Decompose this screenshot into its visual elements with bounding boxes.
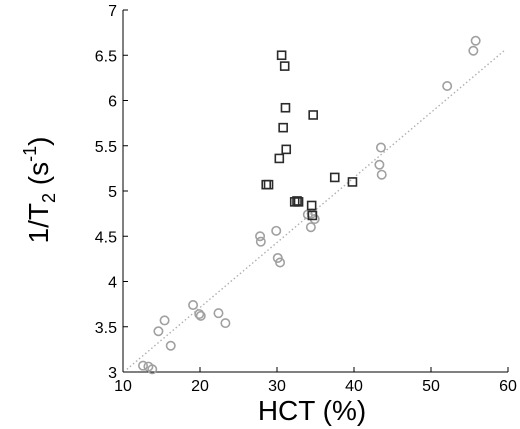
y-tick-label: 3 bbox=[108, 365, 117, 382]
y-tick-label: 5.5 bbox=[95, 139, 117, 156]
x-axis-title: HCT (%) bbox=[258, 395, 366, 426]
square-point bbox=[278, 122, 288, 133]
square-point bbox=[329, 172, 340, 183]
circle-point bbox=[468, 45, 479, 56]
circle-point bbox=[255, 231, 266, 242]
square-point bbox=[280, 102, 291, 113]
circle-point bbox=[376, 169, 387, 180]
x-tick-label: 40 bbox=[345, 378, 363, 395]
y-tick-label: 7 bbox=[108, 3, 117, 20]
data-points bbox=[138, 35, 481, 375]
y-tick-label: 4.5 bbox=[95, 229, 117, 246]
square-point bbox=[261, 179, 272, 190]
x-tick-label: 10 bbox=[114, 378, 132, 395]
square-point bbox=[292, 196, 302, 206]
circle-point bbox=[159, 315, 170, 326]
circle-point bbox=[195, 310, 206, 321]
y-axis-title-unit-close: ) bbox=[23, 137, 54, 146]
circle-point bbox=[188, 300, 199, 311]
circle-point bbox=[470, 35, 481, 46]
y-tick-label: 3.5 bbox=[95, 320, 117, 337]
circle-point bbox=[305, 222, 316, 233]
circle-point bbox=[271, 225, 282, 236]
y-axis-title: 1/T2 (s-1) bbox=[20, 137, 59, 244]
x-ticks: 10 20 30 40 50 60 bbox=[114, 367, 517, 395]
square-point bbox=[347, 177, 358, 187]
circle-point bbox=[165, 340, 176, 351]
circle-point bbox=[194, 309, 205, 320]
circle-point bbox=[255, 236, 266, 247]
y-axis-title-subscript: 2 bbox=[39, 193, 59, 203]
y-ticks: 3 3.5 4 4.5 5 5.5 6 6.5 7 bbox=[95, 3, 128, 382]
x-tick-label: 50 bbox=[422, 378, 440, 395]
circle-point bbox=[138, 360, 149, 371]
square-point bbox=[263, 179, 274, 190]
circle-point bbox=[147, 364, 158, 375]
circle-point bbox=[374, 159, 385, 170]
y-tick-label: 6.5 bbox=[95, 48, 117, 65]
square-point bbox=[276, 50, 287, 61]
square-point bbox=[306, 200, 317, 211]
square-point bbox=[281, 144, 292, 155]
square-point bbox=[307, 210, 318, 221]
y-axis-title-superscript: -1 bbox=[20, 146, 40, 162]
circle-point bbox=[213, 308, 224, 319]
circle-point bbox=[375, 142, 386, 153]
circle-point bbox=[220, 318, 231, 329]
y-tick-label: 5 bbox=[108, 184, 117, 201]
x-tick-label: 30 bbox=[268, 378, 286, 395]
circle-point bbox=[153, 326, 164, 337]
x-tick-label: 20 bbox=[191, 378, 209, 395]
y-tick-label: 4 bbox=[108, 275, 117, 292]
square-point bbox=[279, 61, 290, 71]
x-tick-label: 60 bbox=[499, 378, 517, 395]
y-axis-title-unit-open: (s bbox=[23, 162, 54, 193]
axes bbox=[122, 10, 508, 373]
y-tick-label: 6 bbox=[108, 94, 117, 111]
circle-point bbox=[275, 257, 286, 268]
square-point bbox=[274, 153, 285, 164]
square-point bbox=[293, 197, 304, 207]
y-axis-title-main: 1/T bbox=[23, 203, 54, 243]
square-point bbox=[308, 110, 318, 120]
circle-point bbox=[442, 81, 453, 92]
